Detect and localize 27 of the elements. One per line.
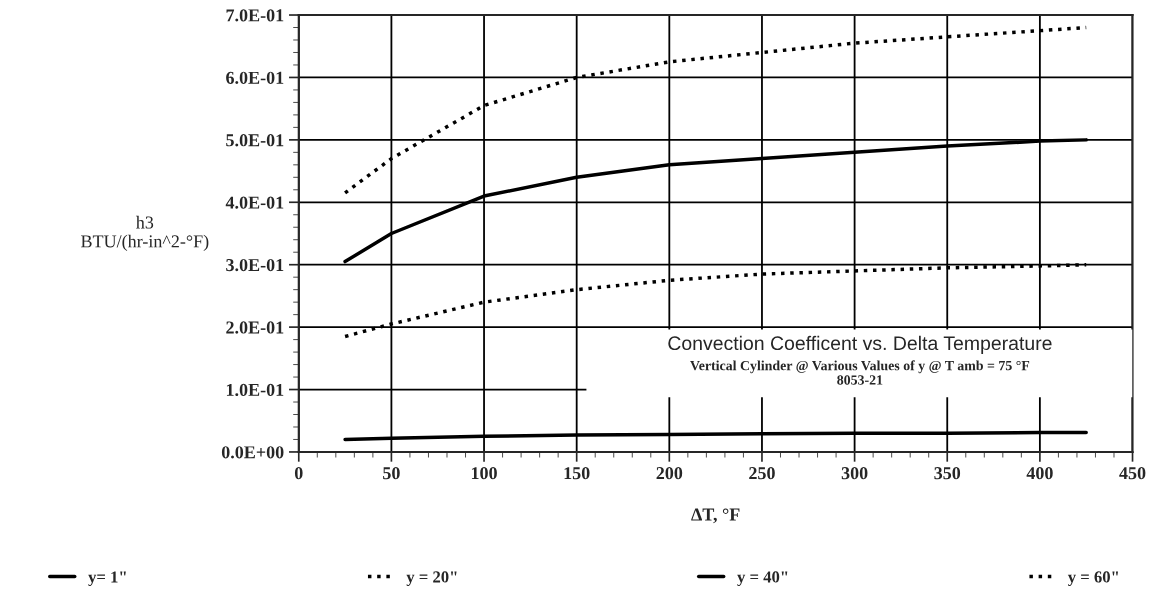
x-tick-label: 450	[1119, 467, 1146, 480]
y-tick-label: 3.0E-01	[226, 258, 284, 272]
x-tick-label: 0	[294, 467, 303, 480]
legend-label: y = 60"	[1067, 571, 1118, 586]
legend-label: y= 1"	[88, 571, 126, 586]
x-tick-label: 350	[934, 467, 961, 480]
y-tick-label: 6.0E-01	[226, 71, 284, 84]
legend-label: y = 20"	[406, 571, 457, 586]
y-tick-label: 5.0E-01	[226, 134, 284, 147]
x-tick-label: 250	[749, 467, 775, 480]
y-axis-title: h3 BTU/(hr-in^2-°F)	[81, 215, 209, 252]
text: Vertical Cylinder @ Various Values of y @ T amb = 75 °F	[690, 360, 1030, 374]
text: Convection Coefficent vs. Delta Temperature	[668, 335, 1052, 354]
x-axis-title: ΔT, °F	[691, 508, 740, 524]
x-tick-label: 150	[564, 467, 590, 480]
annotation: 8053-21	[837, 375, 883, 385]
y-tick-label: 4.0E-01	[225, 196, 284, 209]
x-tick-label: 400	[1026, 467, 1053, 480]
y-tick-label: 1.0E-01	[226, 383, 284, 397]
x-tick-label: 300	[841, 467, 868, 480]
y-tick-label: 2.0E-01	[226, 321, 284, 334]
x-tick-label: 200	[656, 467, 683, 480]
x-tick-label: 100	[471, 467, 497, 480]
y-tick-label: 7.0E-01	[226, 9, 284, 22]
legend-label: y = 40"	[737, 571, 788, 586]
y-tick-label: 0.0E+00	[221, 446, 284, 459]
x-tick-label: 50	[383, 467, 400, 480]
